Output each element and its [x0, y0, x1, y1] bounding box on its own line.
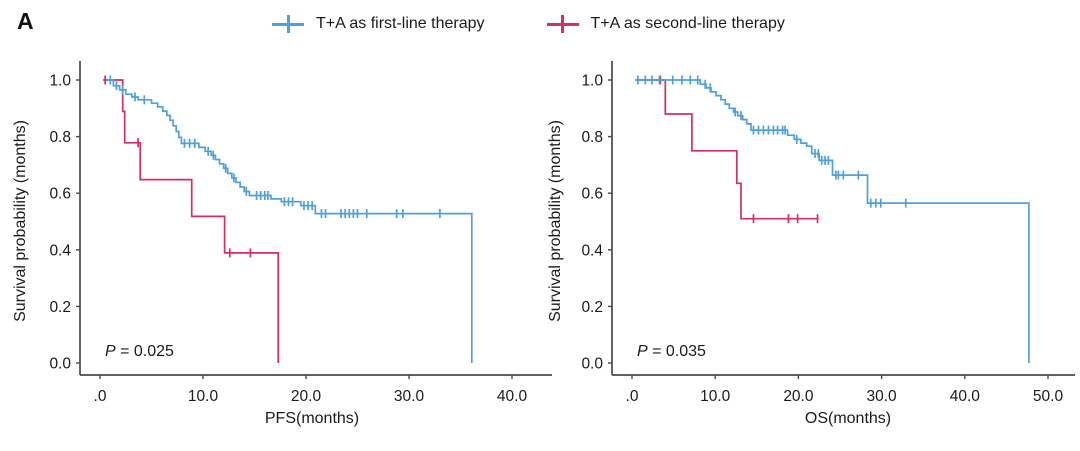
x-tick-label: 10.0: [700, 388, 731, 405]
x-tick-label: .0: [626, 388, 639, 405]
first-line-survival-curve: [636, 79, 1030, 363]
pfs-p-value: P = 0.025: [105, 343, 174, 361]
y-tick-label: 0.6: [49, 186, 71, 203]
p-symbol: P: [637, 343, 648, 360]
legend-item-second-line: T+A as second-line therapy: [546, 13, 785, 35]
pfs-chart-plot: .0 10.0 20.0 30.0 40.0 0.0 0.2 0.4 0.6 0.8 1.0: [49, 61, 552, 405]
y-tick-label: 0.4: [581, 242, 603, 259]
plus-marker-icon: [272, 13, 304, 35]
p-text: = 0.025: [115, 343, 174, 360]
x-tick-label: 20.0: [291, 388, 322, 405]
y-tick-label: 0.8: [49, 129, 71, 146]
p-text: = 0.035: [647, 343, 706, 360]
legend: T+A as first-line therapy T+A as second-…: [272, 13, 785, 35]
plus-marker-icon: [546, 13, 579, 35]
second-line-survival-curve: [103, 79, 280, 363]
x-tick-label: 10.0: [188, 388, 219, 405]
first-line-survival-curve: [106, 79, 473, 363]
x-tick-label: 20.0: [783, 388, 814, 405]
y-tick-label: 0.0: [49, 356, 71, 373]
y-tick-label: 1.0: [581, 73, 603, 90]
y-tick-label: 0.4: [49, 242, 71, 259]
y-tick-label: 0.0: [581, 356, 603, 373]
legend-label-first-line: T+A as first-line therapy: [316, 15, 485, 32]
y-tick-label: 1.0: [49, 73, 71, 90]
os-x-axis-label: OS(months): [804, 410, 892, 427]
x-tick-label: 30.0: [867, 388, 898, 405]
os-chart-plot: .0 10.0 20.0 30.0 40.0 50.0 0.0 0.2 0.4 0.6 0.8 1.0: [581, 61, 1075, 405]
x-tick-label: 50.0: [1033, 388, 1064, 405]
os-y-axis-label: Survival probability (months): [547, 120, 564, 322]
os-p-value: P = 0.035: [637, 343, 706, 361]
x-tick-label: 40.0: [950, 388, 981, 405]
legend-item-first-line: T+A as first-line therapy: [272, 13, 485, 35]
x-tick-label: 40.0: [497, 388, 528, 405]
legend-label-second-line: T+A as second-line therapy: [590, 15, 785, 32]
p-symbol: P: [105, 343, 116, 360]
second-line-survival-curve: [635, 79, 819, 220]
x-tick-label: 30.0: [394, 388, 425, 405]
pfs-x-axis-label: PFS(months): [264, 410, 360, 427]
y-tick-label: 0.8: [581, 129, 603, 146]
y-tick-label: 0.2: [581, 299, 603, 316]
x-tick-label: .0: [94, 388, 107, 405]
pfs-y-axis-label: Survival probability (months): [12, 120, 29, 322]
y-tick-label: 0.6: [581, 186, 603, 203]
y-tick-label: 0.2: [49, 299, 71, 316]
panel-label: A: [17, 8, 34, 34]
